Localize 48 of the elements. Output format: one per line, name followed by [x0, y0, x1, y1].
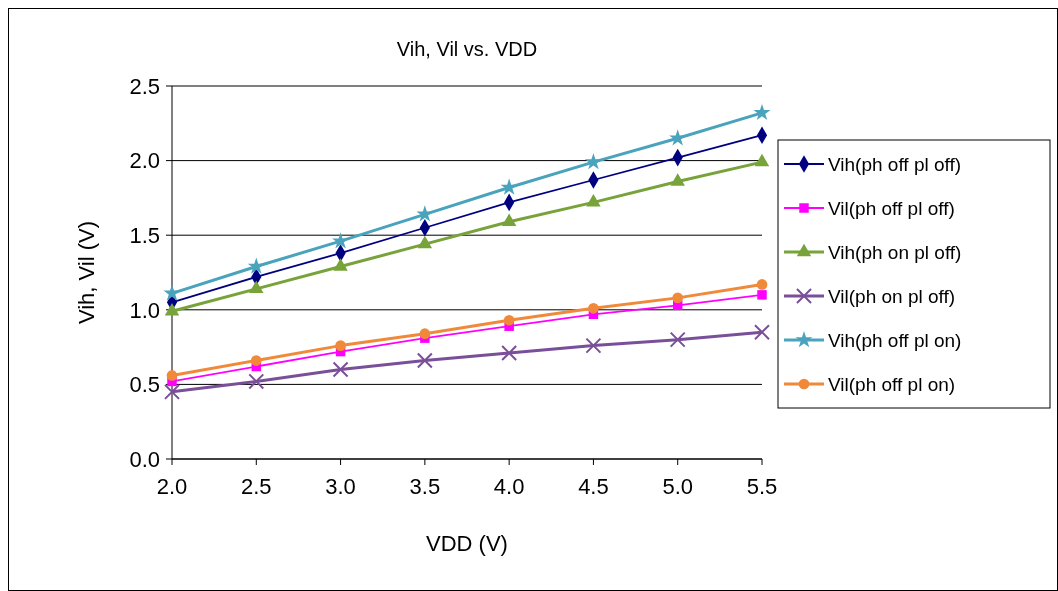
- y-tick-label: 2.0: [129, 148, 160, 174]
- point: [756, 279, 768, 290]
- x-axis-title: VDD (V): [426, 531, 508, 556]
- x-tick-label: 2.0: [156, 474, 188, 499]
- y-tick-label: 1.0: [129, 297, 160, 323]
- point: [753, 324, 771, 341]
- point: [248, 373, 265, 390]
- x-tick-label: 2.5: [240, 474, 272, 499]
- point: [585, 337, 602, 354]
- x-tick-label: 4.0: [493, 474, 525, 499]
- point: [588, 302, 599, 314]
- point: [166, 370, 178, 381]
- point: [503, 314, 515, 326]
- legend-label: Vih(ph on pl off): [828, 241, 962, 263]
- point: [501, 345, 518, 362]
- x-tick-label: 3.5: [409, 474, 441, 499]
- x-tick-label: 4.5: [578, 474, 609, 499]
- point: [753, 103, 771, 121]
- y-axis-title: Vih, Vil (V): [74, 220, 99, 325]
- point: [419, 328, 431, 340]
- point: [332, 361, 349, 378]
- point: [335, 340, 346, 351]
- point: [416, 352, 433, 369]
- point: [757, 290, 767, 300]
- point: [250, 355, 262, 366]
- point: [669, 331, 686, 348]
- point: [672, 292, 684, 304]
- point: [333, 258, 348, 271]
- x-tick-label: 5.0: [662, 474, 694, 499]
- x-tick-label: 5.5: [746, 474, 778, 499]
- x-tick-label: 3.0: [325, 474, 356, 499]
- point: [586, 194, 601, 207]
- legend-label: Vil(ph on pl off): [828, 285, 956, 307]
- chart-title: Vih, Vil vs. VDD: [396, 38, 538, 60]
- point: [501, 213, 517, 226]
- legend-label: Vih(ph off pl on): [828, 329, 962, 351]
- legend-label: Vil(ph off pl on): [828, 373, 956, 395]
- y-tick-label: 0.0: [129, 446, 160, 472]
- y-tick-label: 2.5: [129, 73, 160, 99]
- point: [670, 173, 685, 186]
- y-tick-label: 0.5: [129, 372, 160, 398]
- y-tick-label: 1.5: [129, 222, 160, 248]
- point: [754, 153, 770, 167]
- point: [249, 280, 264, 294]
- point: [417, 235, 433, 249]
- legend-label: Vih(ph off pl off): [828, 153, 962, 175]
- point: [163, 383, 181, 400]
- legend-label: Vil(ph off pl off): [828, 197, 955, 219]
